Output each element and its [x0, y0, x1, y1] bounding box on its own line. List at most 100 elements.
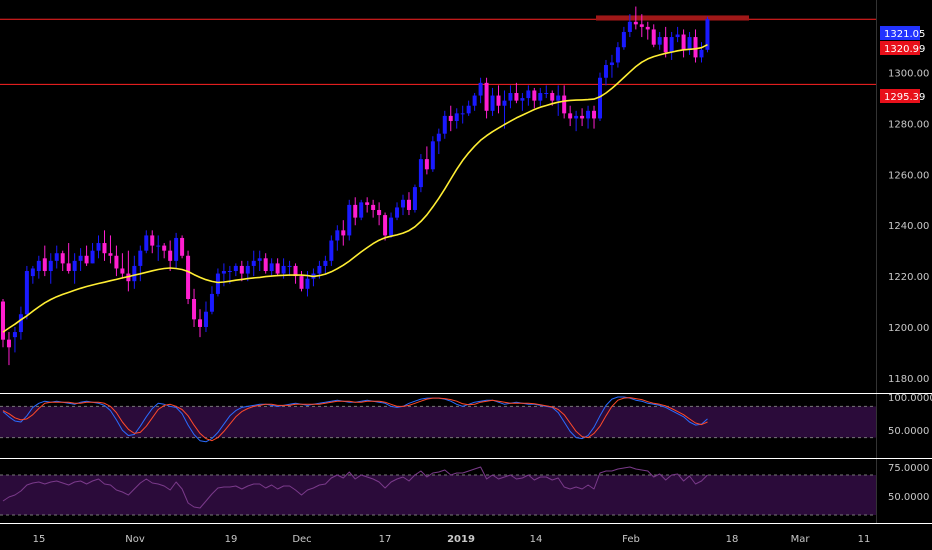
candle[interactable]: [90, 243, 95, 264]
candle[interactable]: [466, 100, 471, 116]
candle[interactable]: [233, 263, 238, 277]
candle[interactable]: [72, 253, 77, 284]
candle[interactable]: [526, 85, 531, 106]
candle[interactable]: [699, 42, 704, 63]
candle[interactable]: [60, 250, 65, 272]
candle[interactable]: [627, 14, 632, 38]
candle[interactable]: [633, 6, 638, 30]
candle[interactable]: [341, 220, 346, 246]
candle[interactable]: [586, 105, 591, 129]
candle[interactable]: [24, 265, 29, 320]
candle[interactable]: [448, 105, 453, 132]
candle[interactable]: [657, 31, 662, 50]
candle[interactable]: [287, 260, 292, 277]
candle[interactable]: [323, 255, 328, 274]
candle[interactable]: [645, 21, 650, 40]
candle[interactable]: [609, 54, 614, 78]
candle[interactable]: [347, 199, 352, 241]
candle[interactable]: [168, 240, 173, 272]
candle[interactable]: [66, 243, 71, 274]
candle[interactable]: [639, 14, 644, 38]
candle[interactable]: [377, 202, 382, 226]
candle[interactable]: [12, 326, 17, 353]
price-tag[interactable]: 1320.99: [880, 41, 925, 55]
candle[interactable]: [251, 250, 256, 277]
candle[interactable]: [257, 250, 262, 272]
candle[interactable]: [538, 87, 543, 106]
candle[interactable]: [78, 248, 83, 272]
price-tag[interactable]: 1321.05: [880, 26, 925, 40]
candle[interactable]: [54, 245, 59, 269]
candle[interactable]: [442, 110, 447, 139]
candle[interactable]: [412, 184, 417, 213]
candle[interactable]: [335, 225, 340, 251]
candle[interactable]: [418, 154, 423, 193]
candle[interactable]: [144, 230, 149, 254]
candle[interactable]: [353, 197, 358, 226]
candle[interactable]: [192, 288, 197, 327]
candle[interactable]: [436, 128, 441, 155]
candle[interactable]: [520, 93, 525, 111]
candle[interactable]: [395, 202, 400, 221]
candle[interactable]: [603, 59, 608, 86]
candle[interactable]: [675, 26, 680, 43]
candle[interactable]: [132, 255, 137, 289]
candle[interactable]: [424, 146, 429, 175]
candle[interactable]: [663, 26, 668, 58]
candle[interactable]: [36, 255, 41, 279]
candle[interactable]: [568, 105, 573, 127]
candle[interactable]: [180, 235, 185, 259]
candle[interactable]: [1, 298, 5, 348]
candle[interactable]: [311, 268, 316, 287]
resistance-zone[interactable]: [596, 15, 749, 21]
candle[interactable]: [406, 192, 411, 216]
candle[interactable]: [544, 85, 549, 99]
candle[interactable]: [96, 235, 101, 259]
candle[interactable]: [681, 29, 686, 58]
candle[interactable]: [430, 136, 435, 172]
candle[interactable]: [615, 42, 620, 68]
candle[interactable]: [263, 253, 268, 274]
candle[interactable]: [239, 260, 244, 282]
candle[interactable]: [84, 245, 89, 266]
candle[interactable]: [198, 309, 203, 338]
candle[interactable]: [329, 235, 334, 266]
candle[interactable]: [508, 85, 513, 109]
candle[interactable]: [472, 93, 477, 111]
candle[interactable]: [102, 230, 107, 261]
candle[interactable]: [162, 243, 167, 259]
candle[interactable]: [669, 31, 674, 60]
candle[interactable]: [454, 108, 459, 129]
candle[interactable]: [651, 24, 656, 48]
candle[interactable]: [484, 77, 489, 119]
candle[interactable]: [687, 31, 692, 55]
candle[interactable]: [496, 85, 501, 114]
candle[interactable]: [114, 245, 119, 277]
candle[interactable]: [209, 286, 214, 315]
candle[interactable]: [400, 194, 405, 216]
candle[interactable]: [383, 212, 388, 241]
candle[interactable]: [156, 235, 161, 261]
candle[interactable]: [705, 16, 710, 53]
candle[interactable]: [460, 105, 465, 124]
candle[interactable]: [621, 26, 626, 50]
candle[interactable]: [693, 29, 698, 63]
candle[interactable]: [365, 197, 370, 213]
candle[interactable]: [514, 82, 519, 104]
candle[interactable]: [478, 77, 483, 104]
candle[interactable]: [299, 271, 304, 292]
candle[interactable]: [174, 232, 179, 269]
candle[interactable]: [275, 258, 280, 277]
price-tag[interactable]: 1295.39: [880, 89, 925, 103]
candle[interactable]: [574, 110, 579, 132]
candle[interactable]: [138, 245, 143, 282]
candle[interactable]: [580, 108, 585, 127]
candle[interactable]: [532, 87, 537, 109]
candle[interactable]: [293, 263, 298, 284]
candle[interactable]: [556, 85, 561, 116]
candle[interactable]: [186, 250, 191, 305]
candle[interactable]: [108, 235, 113, 264]
candle[interactable]: [371, 199, 376, 218]
candle[interactable]: [30, 265, 35, 284]
